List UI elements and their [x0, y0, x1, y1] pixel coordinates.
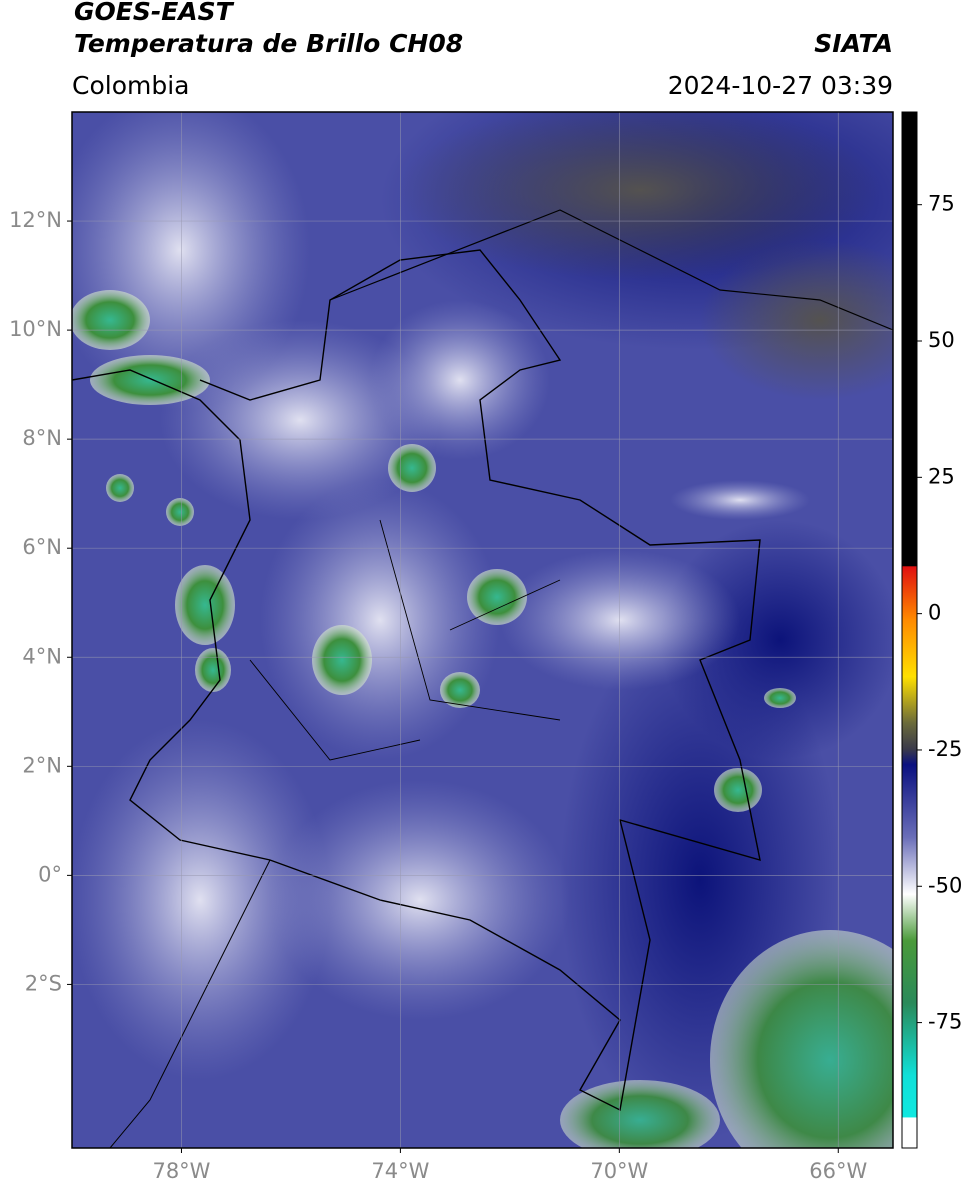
region: Colombia — [72, 71, 189, 100]
lat-tick-label: 2°S — [25, 971, 62, 995]
colorbar-tick-label: 50 — [928, 328, 955, 352]
satellite-image — [72, 112, 893, 1148]
lat-tick-label: 4°N — [22, 644, 62, 668]
colorbar-tick-label: -50 — [928, 873, 962, 897]
lat-tick-label: 0° — [38, 862, 62, 886]
lon-tick-label: 78°W — [152, 1159, 210, 1183]
lat-tick-label: 6°N — [22, 535, 62, 559]
lat-tick-label: 10°N — [9, 317, 62, 341]
lon-tick-label: 70°W — [590, 1159, 648, 1183]
lat-tick-label: 2°N — [22, 753, 62, 777]
source: SIATA — [814, 29, 893, 58]
colorbar-tick-label: -75 — [928, 1010, 962, 1034]
map-frame — [71, 111, 894, 1149]
subtitle: Temperatura de Brillo CH08 — [74, 29, 463, 58]
lat-tick-label: 12°N — [9, 208, 62, 232]
colorbar — [901, 111, 918, 1149]
colorbar-tick-label: -25 — [928, 737, 962, 761]
graticule — [72, 112, 893, 1148]
lon-tick-label: 66°W — [809, 1159, 867, 1183]
colorbar-tick-label: 25 — [928, 464, 955, 488]
colorbar-tick-label: 0 — [928, 601, 941, 625]
timestamp: 2024-10-27 03:39 — [668, 71, 893, 100]
lon-tick-label: 74°W — [371, 1159, 429, 1183]
title: GOES-EAST — [74, 0, 235, 26]
colorbar-tick-label: 75 — [928, 192, 955, 216]
lat-tick-label: 8°N — [22, 426, 62, 450]
